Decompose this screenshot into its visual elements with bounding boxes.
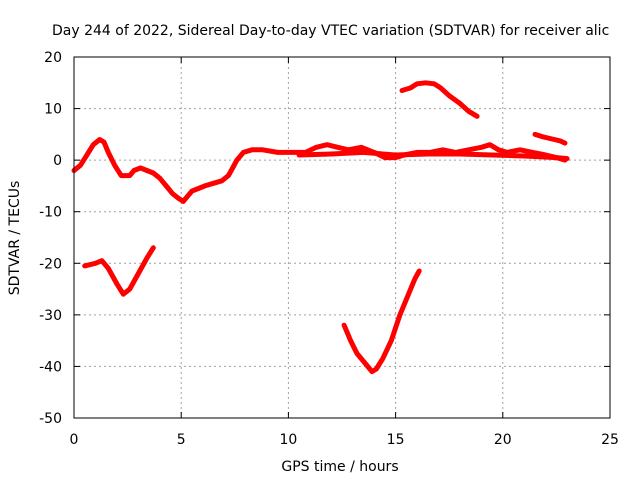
axis-ticks bbox=[73, 56, 611, 419]
series-early-negative-segment bbox=[82, 245, 156, 297]
series-main-trace bbox=[71, 137, 568, 204]
x-tick-label: 0 bbox=[70, 432, 79, 448]
plot-frame bbox=[73, 56, 611, 419]
x-tick-labels: 0 5 10 15 20 25 bbox=[70, 432, 619, 448]
y-tick-label: 20 bbox=[44, 50, 62, 66]
y-tick-label: 10 bbox=[44, 102, 62, 118]
y-axis-label: SDTVAR / TECUs bbox=[7, 181, 23, 296]
x-tick-label: 25 bbox=[601, 432, 619, 448]
series-secondary-trace bbox=[296, 149, 570, 162]
x-tick-label: 5 bbox=[177, 432, 186, 448]
x-tick-label: 10 bbox=[279, 432, 297, 448]
chart-title: Day 244 of 2022, Sidereal Day-to-day VTE… bbox=[52, 23, 609, 39]
y-tick-label: -10 bbox=[39, 205, 62, 221]
y-tick-label: -50 bbox=[39, 411, 62, 427]
series-midday-dip-segment bbox=[341, 268, 422, 375]
series-upper-arc-segment bbox=[399, 80, 480, 119]
series-late-short-segment bbox=[532, 131, 568, 146]
y-tick-label: -40 bbox=[39, 359, 62, 375]
x-tick-label: 15 bbox=[387, 432, 405, 448]
x-axis-label: GPS time / hours bbox=[281, 459, 398, 475]
y-tick-label: -30 bbox=[39, 308, 62, 324]
y-tick-label: -20 bbox=[39, 256, 62, 272]
y-tick-label: 0 bbox=[53, 153, 62, 169]
series-layer bbox=[71, 80, 570, 375]
y-tick-labels: -50 -40 -30 -20 -10 0 10 20 bbox=[39, 50, 62, 427]
grid-lines bbox=[74, 57, 610, 418]
x-tick-label: 20 bbox=[494, 432, 512, 448]
